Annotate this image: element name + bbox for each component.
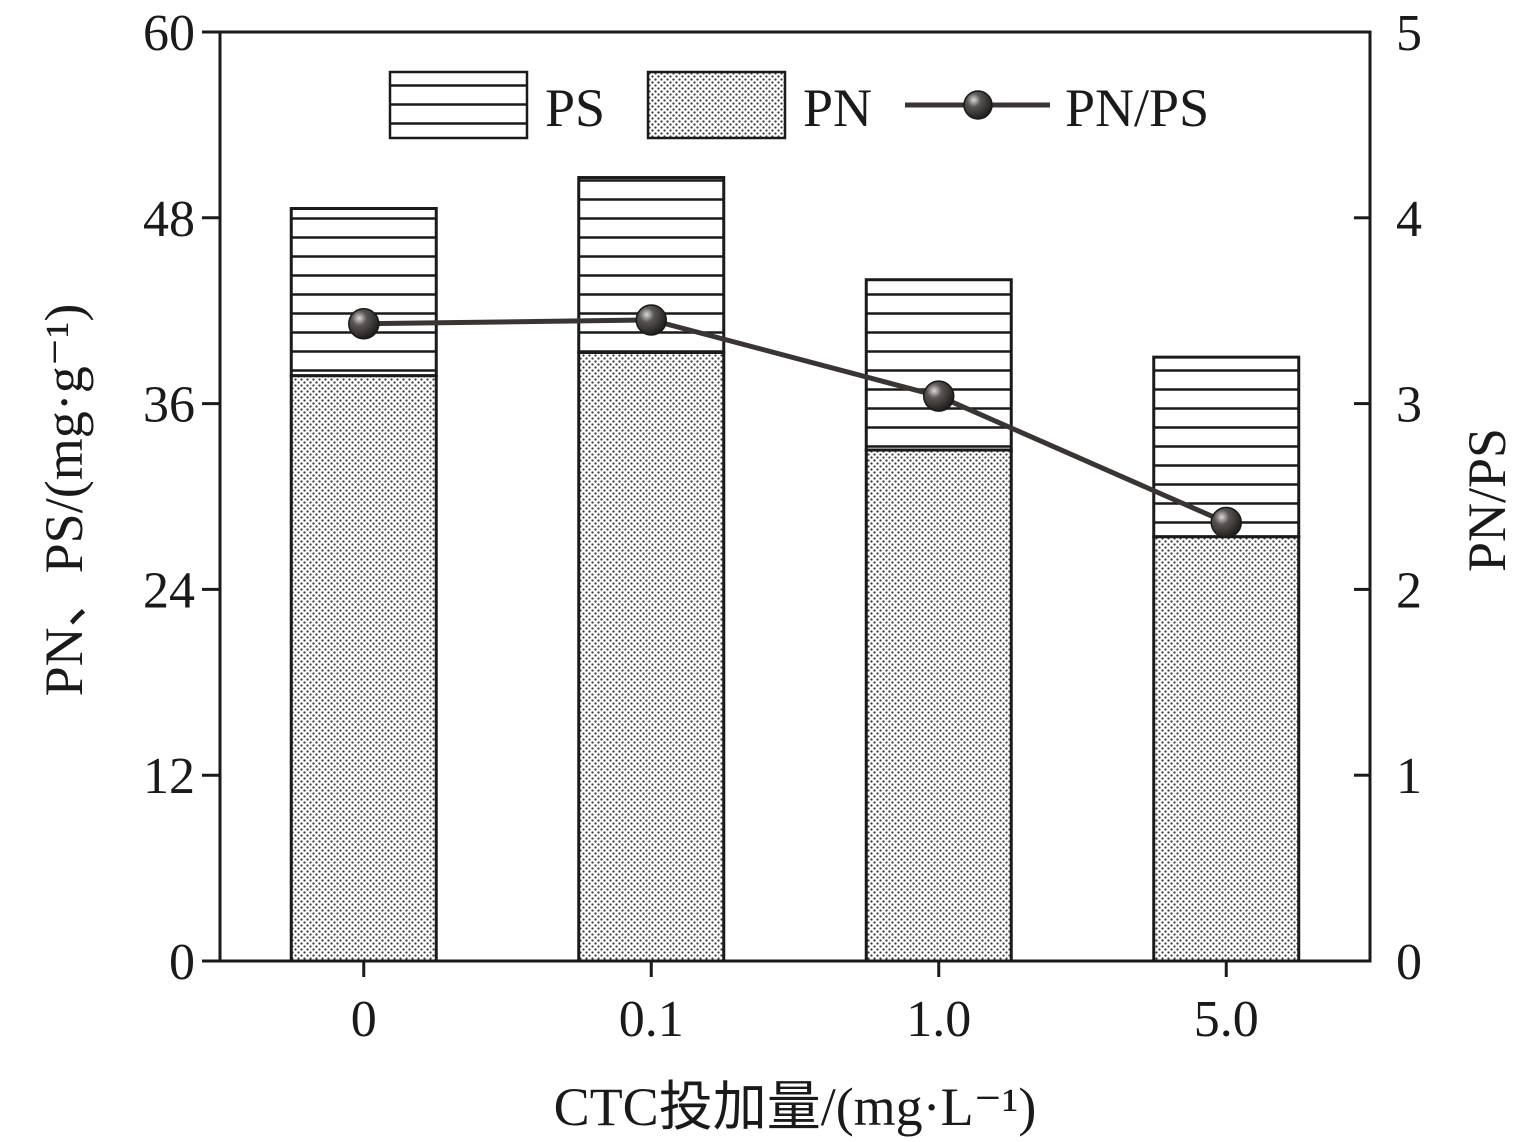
legend-marker-pnps bbox=[963, 90, 993, 120]
y-tick-label-4: 48 bbox=[143, 191, 195, 248]
bar-pn-3 bbox=[1152, 535, 1301, 963]
y2-tick-label-3: 3 bbox=[1396, 377, 1422, 434]
ratio-point-1 bbox=[635, 304, 667, 336]
y2-tick-label-0: 0 bbox=[1396, 934, 1422, 991]
x-tick-label-1: 0.1 bbox=[619, 991, 684, 1048]
legend: PS PN PN/PS bbox=[388, 70, 1209, 140]
x-tick-label-0: 0 bbox=[351, 991, 377, 1048]
right-axis: 0 1 2 3 4 5 bbox=[1354, 5, 1422, 991]
legend-label-pnps: PN/PS bbox=[1065, 78, 1209, 138]
y2-tick-label-2: 2 bbox=[1396, 562, 1422, 619]
y2-tick-label-1: 1 bbox=[1396, 748, 1422, 805]
y-tick-label-3: 36 bbox=[143, 377, 195, 434]
bar-ps-2 bbox=[864, 278, 1013, 452]
y-axis-label: PN、PS/(mg·g⁻¹) bbox=[34, 304, 94, 697]
bar-pn-2 bbox=[864, 448, 1013, 963]
x-axis: 0 0.1 1.0 5.0 bbox=[351, 961, 1259, 1048]
y2-tick-label-5: 5 bbox=[1396, 5, 1422, 62]
bar-pn-1 bbox=[577, 351, 726, 963]
ratio-point-0 bbox=[348, 307, 380, 340]
bar-ps-0 bbox=[289, 207, 438, 378]
x-tick-label-3: 5.0 bbox=[1194, 991, 1259, 1048]
y2-axis-label: PN/PS bbox=[1457, 428, 1517, 572]
y-tick-label-1: 12 bbox=[143, 748, 195, 805]
y2-tick-label-4: 4 bbox=[1396, 191, 1422, 248]
ratio-line-group bbox=[348, 304, 1242, 539]
bar-pn-0 bbox=[289, 374, 438, 963]
x-axis-label: CTC投加量/(mg·L⁻¹) bbox=[554, 1077, 1037, 1137]
x-tick-label-2: 1.0 bbox=[906, 991, 971, 1048]
plot-frame bbox=[218, 30, 1372, 963]
left-axis: 0 12 24 36 48 60 bbox=[143, 5, 220, 991]
legend-swatch-pn bbox=[646, 70, 787, 140]
ratio-line bbox=[363, 317, 1228, 525]
y-tick-label-0: 0 bbox=[169, 934, 195, 991]
legend-label-pn: PN bbox=[803, 78, 872, 138]
ratio-point-2 bbox=[923, 380, 955, 412]
ratio-point-3 bbox=[1210, 506, 1242, 539]
y-tick-label-2: 24 bbox=[143, 562, 195, 619]
y-tick-label-5: 60 bbox=[143, 5, 195, 62]
legend-label-ps: PS bbox=[545, 78, 605, 138]
bars-group bbox=[289, 176, 1301, 963]
legend-swatch-ps bbox=[388, 70, 529, 140]
